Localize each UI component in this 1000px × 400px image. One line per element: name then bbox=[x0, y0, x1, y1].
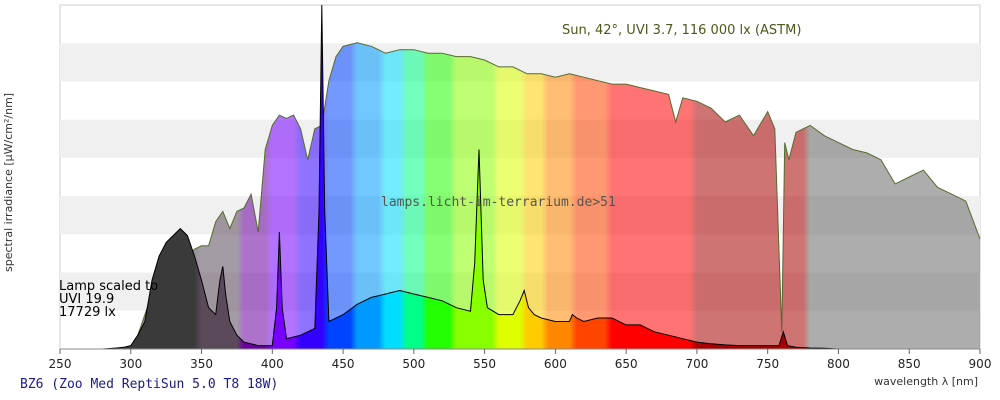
x-tick-label: 450 bbox=[332, 357, 355, 371]
lamp-spectrum-line bbox=[60, 4, 980, 350]
x-tick-label: 800 bbox=[827, 357, 850, 371]
watermark: lamps.licht-im-terrarium.de>51 bbox=[381, 195, 616, 210]
lamp-label-line-1: Lamp scaled to bbox=[59, 279, 158, 294]
x-tick-label: 250 bbox=[49, 357, 72, 371]
x-tick-label: 550 bbox=[473, 357, 496, 371]
lamp-title: BZ6 (Zoo Med ReptiSun 5.0 T8 18W) bbox=[20, 377, 279, 392]
x-tick-label: 400 bbox=[261, 357, 284, 371]
x-tick-label: 350 bbox=[190, 357, 213, 371]
lamp-label-line-2: UVI 19.9 bbox=[59, 292, 114, 307]
x-tick-label: 900 bbox=[969, 357, 992, 371]
x-tick-label: 300 bbox=[119, 357, 142, 371]
x-tick-label: 650 bbox=[615, 357, 638, 371]
x-tick-label: 750 bbox=[756, 357, 779, 371]
lamp-label-line-3: 17729 lx bbox=[59, 305, 116, 320]
sun-spectrum-line bbox=[116, 42, 981, 350]
x-axis-title: wavelength λ [nm] bbox=[874, 375, 978, 388]
x-axis-ticks: 250 300 350 400 450 500 550 600 650 700 750 800 850 9… bbox=[49, 349, 992, 371]
x-tick-label: 700 bbox=[685, 357, 708, 371]
y-axis-title: spectral irradiance [µW/cm²/nm] bbox=[2, 93, 15, 272]
x-tick-label: 600 bbox=[544, 357, 567, 371]
sun-series-label: Sun, 42°, UVI 3.7, 116 000 lx (ASTM) bbox=[562, 23, 801, 38]
x-tick-label: 500 bbox=[402, 357, 425, 371]
x-tick-label: 850 bbox=[898, 357, 921, 371]
